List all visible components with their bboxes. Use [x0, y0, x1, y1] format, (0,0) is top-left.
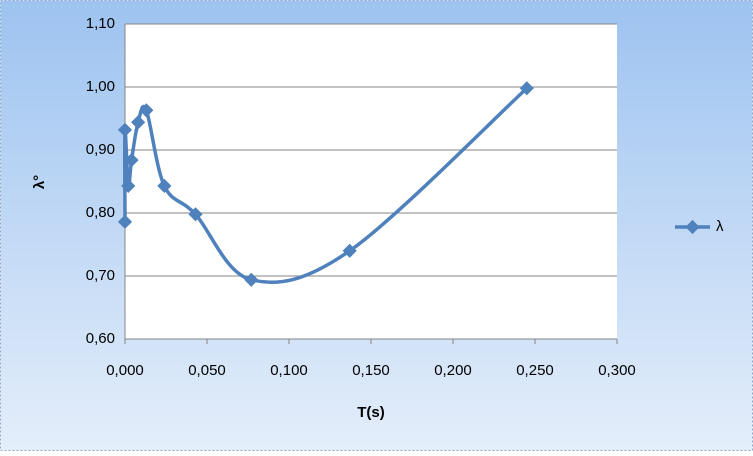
y-tick-label: 1,10 [86, 15, 115, 32]
x-tick-label: 0,300 [598, 362, 636, 379]
x-tick-label: 0,150 [352, 362, 390, 379]
data-point [342, 243, 357, 258]
legend-label: λ [716, 218, 724, 235]
x-tick-label: 0,000 [106, 362, 144, 379]
data-point [244, 272, 259, 287]
x-axis-label: T(s) [357, 404, 385, 421]
y-tick-label: 0,80 [86, 204, 115, 221]
data-point [188, 207, 203, 222]
data-point [157, 178, 172, 193]
y-tick-label: 0,60 [86, 330, 115, 347]
legend-marker [685, 219, 700, 235]
plot-area [125, 24, 617, 339]
series-line [123, 86, 528, 285]
x-tick-label: 0,250 [516, 362, 554, 379]
y-tick-label: 0,70 [86, 267, 115, 284]
x-tick-label: 0,200 [434, 362, 472, 379]
y-tick-label: 0,90 [86, 141, 115, 158]
data-point [519, 81, 534, 96]
y-axis-label: λ° [31, 175, 48, 189]
y-tick-label: 1,00 [86, 78, 115, 95]
x-tick-label: 0,100 [270, 362, 308, 379]
x-tick-label: 0,050 [188, 362, 226, 379]
